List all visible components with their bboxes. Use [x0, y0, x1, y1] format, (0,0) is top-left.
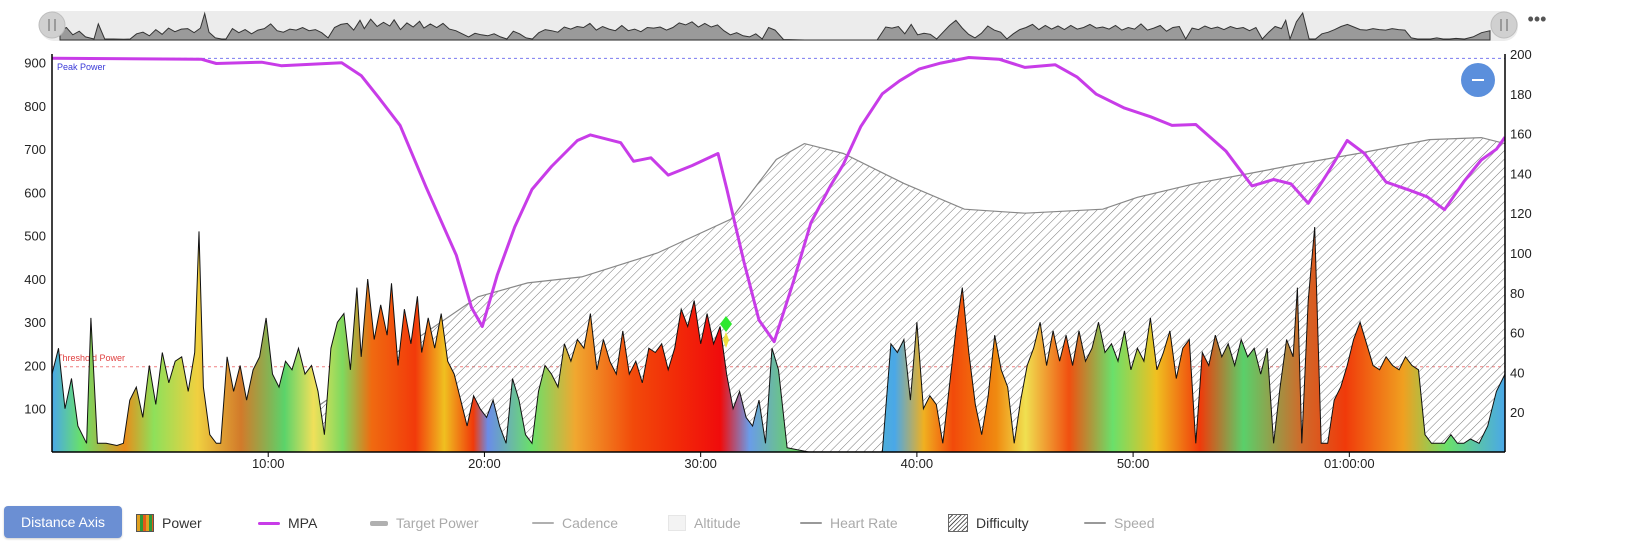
legend-target-power[interactable]: Target Power	[370, 514, 478, 532]
left-tick-label: 600	[24, 185, 46, 200]
position-marker[interactable]	[720, 316, 732, 348]
x-tick-label: 30:00	[684, 456, 717, 471]
legend-speed-label: Speed	[1114, 515, 1155, 531]
legend-altitude-label: Altitude	[694, 515, 741, 531]
distance-axis-button[interactable]: Distance Axis	[4, 506, 122, 538]
speed-swatch-icon	[1084, 522, 1106, 524]
right-tick-label: 60	[1510, 326, 1524, 341]
legend-speed[interactable]: Speed	[1084, 514, 1154, 532]
legend-difficulty-label: Difficulty	[976, 515, 1029, 531]
left-tick-label: 200	[24, 358, 46, 373]
left-tick-label: 900	[24, 56, 46, 71]
legend-mpa[interactable]: MPA	[258, 514, 317, 532]
left-tick-label: 300	[24, 315, 46, 330]
heart-rate-swatch-icon	[800, 522, 822, 524]
right-tick-label: 20	[1510, 405, 1524, 420]
legend-heart-rate-label: Heart Rate	[830, 515, 898, 531]
right-tick-label: 160	[1510, 127, 1532, 142]
x-axis-ticks: 10:00 20:00 30:00 40:00 50:00 01:00:00	[252, 452, 1375, 471]
x-tick-label: 50:00	[1117, 456, 1150, 471]
x-tick-label: 20:00	[468, 456, 501, 471]
power-area	[52, 226, 1505, 452]
legend-mpa-label: MPA	[288, 515, 318, 531]
activity-chart[interactable]: Peak Power Threshold Power 9008007006005…	[0, 0, 1628, 505]
difficulty-swatch-icon	[948, 514, 968, 532]
target-power-swatch-icon	[370, 520, 388, 526]
mpa-line	[52, 56, 1505, 344]
overview-right-handle[interactable]	[1490, 11, 1518, 39]
x-tick-label: 10:00	[252, 456, 285, 471]
legend-heart-rate[interactable]: Heart Rate	[800, 514, 898, 532]
legend-cadence-label: Cadence	[562, 515, 619, 531]
left-axis-ticks: 900 800 700 600 500 400 300 200 100	[24, 56, 46, 417]
legend-target-power-label: Target Power	[396, 515, 479, 531]
zoom-out-button[interactable]	[1461, 63, 1495, 97]
left-tick-label: 100	[24, 402, 46, 417]
left-tick-label: 800	[24, 99, 46, 114]
right-tick-label: 100	[1510, 246, 1532, 261]
right-tick-label: 80	[1510, 286, 1524, 301]
x-tick-label: 01:00:00	[1324, 456, 1375, 471]
right-tick-label: 140	[1510, 166, 1532, 181]
x-tick-label: 40:00	[901, 456, 934, 471]
overview-navigator[interactable]	[38, 11, 1518, 41]
legend-bar: Distance Axis Power MPA Target Power Cad…	[0, 506, 1628, 546]
legend-altitude[interactable]: Altitude	[668, 514, 741, 532]
right-tick-label: 40	[1510, 365, 1524, 380]
right-tick-label: 200	[1510, 47, 1532, 62]
legend-power-label: Power	[162, 515, 202, 531]
right-tick-label: 180	[1510, 87, 1532, 102]
overview-power-area	[59, 11, 1491, 41]
altitude-swatch-icon	[668, 515, 686, 531]
left-tick-label: 700	[24, 142, 46, 157]
power-swatch-icon	[136, 514, 154, 532]
more-options-icon[interactable]: •••	[1527, 9, 1547, 29]
legend-cadence[interactable]: Cadence	[532, 514, 618, 532]
left-tick-label: 400	[24, 272, 46, 287]
right-axis-ticks: 200 180 160 140 120 100 80 60 40 20	[1510, 47, 1532, 420]
peak-power-label: Peak Power	[57, 62, 106, 72]
minus-icon	[1472, 79, 1484, 81]
right-tick-label: 120	[1510, 206, 1532, 221]
left-tick-label: 500	[24, 229, 46, 244]
legend-difficulty[interactable]: Difficulty	[948, 514, 1029, 532]
mpa-swatch-icon	[258, 521, 280, 525]
legend-power[interactable]: Power	[136, 514, 202, 532]
overview-left-handle[interactable]	[38, 11, 66, 39]
cadence-swatch-icon	[532, 522, 554, 524]
